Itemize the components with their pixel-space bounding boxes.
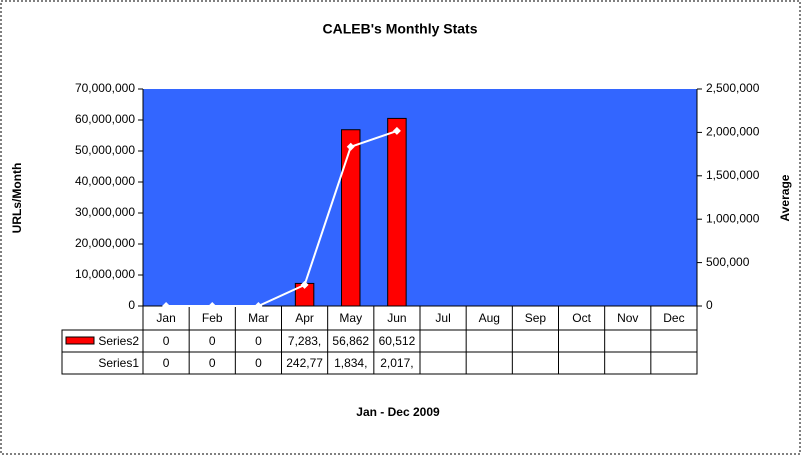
table-cell: 242,77 bbox=[286, 356, 323, 370]
y-tick-label: 50,000,000 bbox=[75, 143, 135, 157]
x-tick-label: Oct bbox=[572, 311, 591, 325]
y2-tick-label: 500,000 bbox=[706, 255, 750, 269]
y2-tick-label: 1,000,000 bbox=[706, 211, 760, 225]
x-tick-label: Feb bbox=[202, 311, 223, 325]
line-marker bbox=[162, 302, 171, 310]
y-tick-label: 40,000,000 bbox=[75, 174, 135, 188]
x-tick-label: Apr bbox=[295, 311, 314, 325]
y2-tick-label: 2,000,000 bbox=[706, 125, 760, 139]
x-tick-label: Jan bbox=[156, 311, 175, 325]
table-cell: 0 bbox=[209, 356, 216, 370]
line-marker bbox=[254, 302, 263, 310]
table-cell: 0 bbox=[255, 356, 262, 370]
table-cell: 7,283, bbox=[288, 334, 321, 348]
y2-tick-label: 1,500,000 bbox=[706, 168, 760, 182]
table-cell: 0 bbox=[163, 334, 170, 348]
y2-tick-label: 2,500,000 bbox=[706, 81, 760, 95]
legend-label: Series2 bbox=[98, 334, 139, 348]
line bbox=[166, 129, 398, 307]
y-tick-label: 70,000,000 bbox=[75, 81, 135, 95]
y-tick-label: 30,000,000 bbox=[75, 205, 135, 219]
y-tick-label: 60,000,000 bbox=[75, 112, 135, 126]
x-tick-label: Sep bbox=[525, 311, 547, 325]
y-tick-label: 0 bbox=[128, 298, 135, 312]
table-cell: 1,834, bbox=[334, 356, 367, 370]
bar bbox=[387, 117, 407, 307]
line-marker bbox=[208, 302, 217, 310]
y-axis-label: URLs/Month bbox=[10, 163, 24, 234]
y2-tick-label: 0 bbox=[706, 298, 713, 312]
y2-axis-label: Average bbox=[778, 174, 792, 221]
plot-area bbox=[143, 89, 697, 306]
table-cell: 0 bbox=[255, 334, 262, 348]
x-tick-label: Dec bbox=[663, 311, 684, 325]
table-cell: 2,017, bbox=[380, 356, 413, 370]
y-tick-label: 20,000,000 bbox=[75, 236, 135, 250]
line-marker bbox=[346, 142, 355, 151]
x-axis-label: Jan - Dec 2009 bbox=[356, 405, 440, 419]
line-marker bbox=[392, 126, 401, 135]
table-cell: 60,512 bbox=[379, 334, 416, 348]
x-tick-label: May bbox=[339, 311, 362, 325]
y-tick-label: 10,000,000 bbox=[75, 267, 135, 281]
x-tick-label: Mar bbox=[248, 311, 269, 325]
x-tick-label: Aug bbox=[479, 311, 500, 325]
x-tick-label: Jul bbox=[435, 311, 450, 325]
table-cell: 56,862 bbox=[332, 334, 369, 348]
legend-key bbox=[65, 336, 95, 345]
x-tick-label: Nov bbox=[617, 311, 638, 325]
table-cell: 0 bbox=[209, 334, 216, 348]
table-cell: 0 bbox=[163, 356, 170, 370]
legend-label: Series1 bbox=[98, 356, 139, 370]
x-tick-label: Jun bbox=[387, 311, 406, 325]
chart-title: CALEB's Monthly Stats bbox=[322, 21, 477, 37]
bar bbox=[341, 129, 361, 307]
line-marker bbox=[300, 280, 309, 289]
